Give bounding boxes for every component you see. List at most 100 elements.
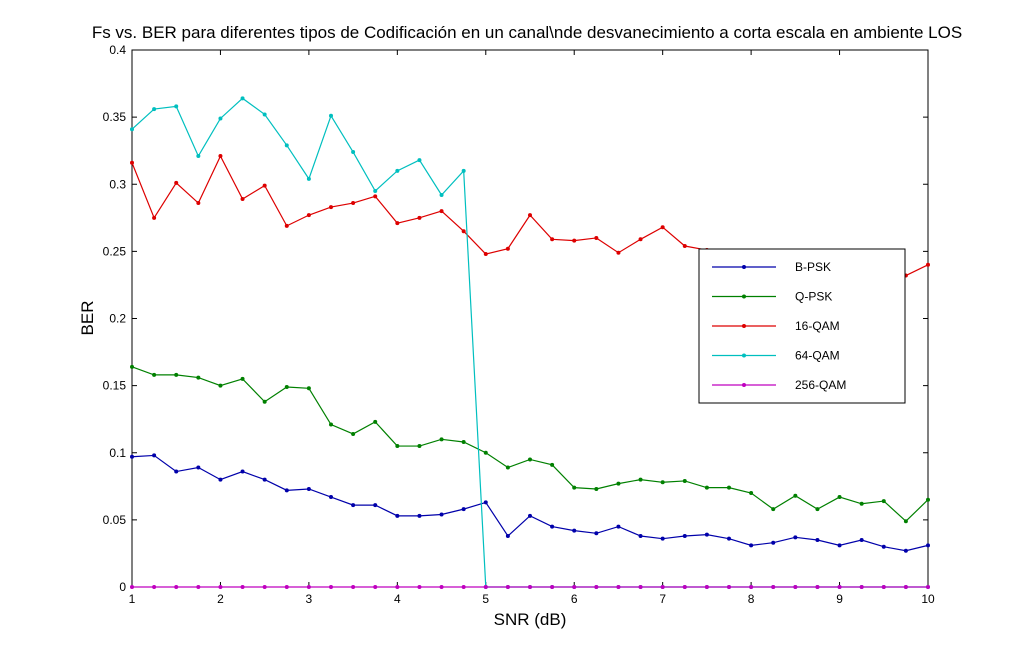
data-point-64-qam [439, 192, 444, 197]
data-point-b-psk [727, 536, 731, 541]
data-point-q-psk [616, 481, 621, 486]
data-point-q-psk [196, 375, 201, 380]
data-point-256-qam [130, 585, 134, 589]
data-point-b-psk [196, 465, 201, 470]
data-point-16-qam [550, 237, 555, 242]
data-point-256-qam [218, 585, 223, 589]
y-tick-label: 0.2 [109, 312, 126, 326]
data-point-256-qam [859, 585, 864, 589]
x-tick-label: 8 [748, 592, 755, 606]
data-point-q-psk [881, 499, 886, 504]
data-point-b-psk [881, 544, 886, 549]
data-point-256-qam [793, 585, 798, 589]
legend-marker-b-psk [742, 265, 746, 269]
data-point-64-qam [329, 113, 333, 118]
data-point-q-psk [395, 444, 400, 449]
data-point-16-qam [616, 250, 621, 255]
data-point-q-psk [660, 480, 665, 485]
data-point-256-qam [329, 585, 333, 589]
x-tick-label: 9 [836, 592, 843, 606]
legend-marker-q-psk [742, 294, 746, 299]
data-point-256-qam [682, 585, 687, 589]
legend-label-b-psk: B-PSK [795, 260, 831, 274]
data-point-b-psk [351, 503, 356, 508]
data-point-b-psk [704, 532, 709, 537]
data-point-q-psk [771, 507, 776, 512]
data-point-q-psk [351, 431, 356, 436]
data-point-q-psk [815, 507, 820, 512]
data-point-64-qam [417, 158, 422, 163]
data-point-256-qam [771, 585, 776, 589]
data-point-b-psk [174, 469, 179, 474]
data-point-q-psk [727, 485, 731, 490]
data-point-q-psk [749, 491, 754, 496]
data-point-b-psk [638, 533, 643, 538]
legend: B-PSK Q-PSK 16-QAM 64-QAM 256-QAM [698, 248, 906, 404]
data-point-256-qam [926, 585, 930, 589]
data-point-256-qam [572, 585, 577, 589]
data-point-b-psk [284, 488, 289, 493]
x-tick-label: 2 [217, 592, 224, 606]
x-tick-label: 5 [482, 592, 489, 606]
x-axis-label: SNR (dB) [494, 610, 567, 629]
data-point-b-psk [417, 513, 422, 518]
data-point-16-qam [218, 154, 223, 159]
data-point-b-psk [572, 528, 577, 533]
data-point-q-psk [174, 372, 179, 377]
data-point-256-qam [439, 585, 444, 589]
data-point-64-qam [373, 188, 378, 193]
data-point-256-qam [284, 585, 289, 589]
x-tick-label: 4 [394, 592, 401, 606]
data-point-b-psk [306, 486, 311, 491]
x-tick-label: 10 [921, 592, 935, 606]
data-point-q-psk [218, 383, 223, 388]
data-point-64-qam [284, 143, 289, 148]
data-point-q-psk [793, 493, 798, 498]
data-point-q-psk [594, 486, 599, 491]
data-point-q-psk [903, 519, 908, 524]
data-point-64-qam [196, 154, 201, 159]
legend-marker-256-qam [742, 383, 746, 387]
data-point-64-qam [395, 168, 400, 173]
x-tick-label: 6 [571, 592, 578, 606]
data-point-q-psk [439, 437, 444, 442]
data-point-256-qam [262, 585, 267, 589]
data-point-b-psk [903, 548, 908, 553]
data-point-b-psk [262, 477, 267, 482]
legend-label-256-qam: 256-QAM [795, 378, 846, 392]
data-point-256-qam [174, 585, 179, 589]
chart-title: Fs vs. BER para diferentes tipos de Codi… [92, 23, 962, 42]
x-tick-label: 3 [306, 592, 313, 606]
data-point-b-psk [859, 538, 864, 543]
data-point-64-qam [130, 127, 134, 132]
data-point-64-qam [351, 150, 356, 155]
data-point-16-qam [439, 209, 444, 214]
data-point-256-qam [417, 585, 422, 589]
data-point-b-psk [926, 543, 930, 548]
data-point-b-psk [550, 524, 555, 529]
y-tick-label: 0.25 [103, 244, 127, 258]
data-point-16-qam [505, 246, 510, 251]
data-point-256-qam [594, 585, 599, 589]
data-point-64-qam [240, 96, 245, 101]
data-point-q-psk [550, 462, 555, 467]
x-tick-label: 1 [129, 592, 136, 606]
y-axis-label: BER [78, 301, 97, 336]
y-tick-label: 0.35 [103, 110, 127, 124]
data-point-b-psk [793, 535, 798, 540]
data-point-16-qam [528, 213, 532, 218]
legend-label-64-qam: 64-QAM [795, 349, 840, 363]
data-point-q-psk [262, 399, 267, 404]
data-point-16-qam [682, 244, 687, 249]
data-point-16-qam [329, 205, 333, 210]
data-point-16-qam [152, 215, 157, 220]
data-point-q-psk [306, 386, 311, 391]
data-point-16-qam [351, 201, 356, 206]
data-point-q-psk [572, 485, 577, 490]
data-point-q-psk [152, 372, 157, 377]
data-point-q-psk [926, 497, 930, 502]
axis-ticks: 1 2 3 4 5 6 7 8 9 10 0 0.05 0.1 0.15 0.2 0.25 0.3 0.35 0.4 [103, 43, 935, 606]
data-point-256-qam [837, 585, 842, 589]
data-point-q-psk [417, 444, 422, 449]
